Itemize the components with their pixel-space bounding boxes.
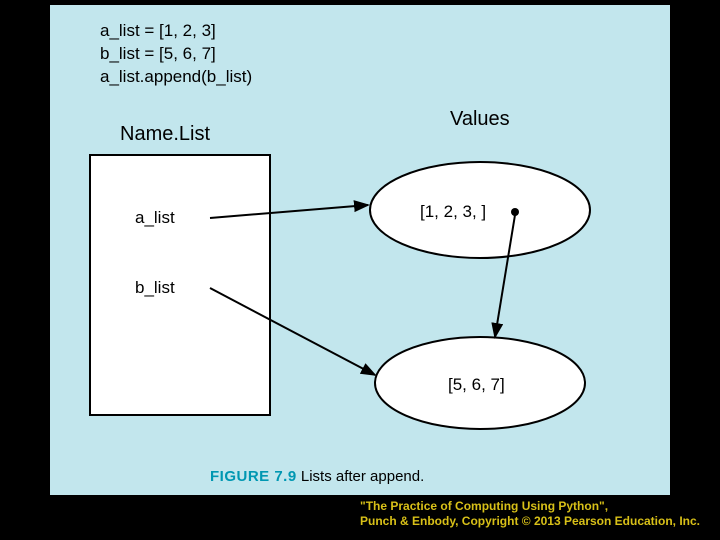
figure-number: FIGURE 7.9 [210, 468, 297, 485]
figure-text: Lists after append. [297, 468, 425, 485]
credit-line-2: Punch & Enbody, Copyright © 2013 Pearson… [360, 514, 700, 529]
value-text-top: [1, 2, 3, ] [420, 202, 486, 221]
name-b-list: b_list [135, 278, 175, 297]
name-a-list: a_list [135, 208, 175, 227]
namespace-box [90, 155, 270, 415]
nested-ref-dot [511, 208, 519, 216]
credit-line-1: "The Practice of Computing Using Python"… [360, 499, 700, 514]
diagram-svg: a_list b_list [1, 2, 3, ] [5, 6, 7] [50, 5, 670, 495]
diagram-canvas: a_list = [1, 2, 3] b_list = [5, 6, 7] a_… [50, 5, 670, 495]
value-text-bottom: [5, 6, 7] [448, 375, 505, 394]
figure-caption: FIGURE 7.9 Lists after append. [210, 468, 424, 485]
credit-text: "The Practice of Computing Using Python"… [360, 499, 700, 529]
